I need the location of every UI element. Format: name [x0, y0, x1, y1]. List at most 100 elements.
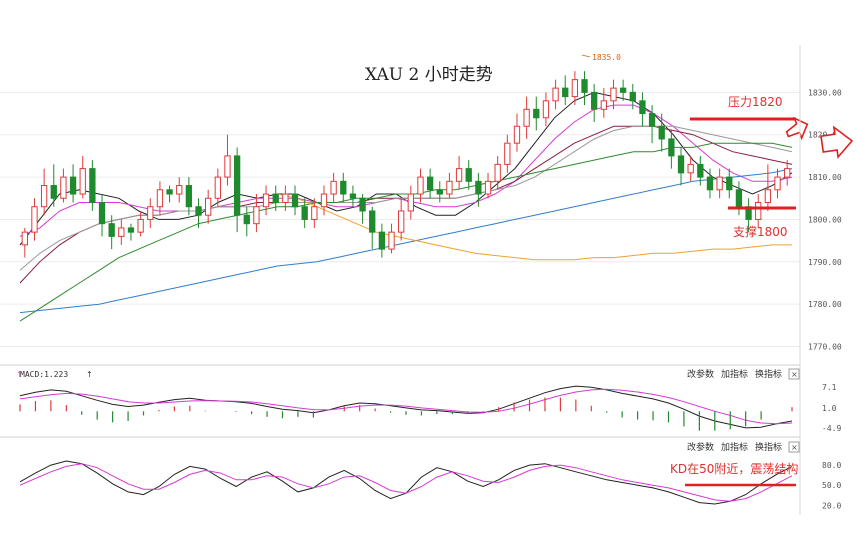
price-tick-label: 1780.00: [808, 300, 842, 309]
candle-up: [571, 79, 579, 98]
kd-change-params-button[interactable]: 改参数: [687, 441, 714, 453]
candle-up: [417, 176, 424, 195]
kd-close-icon[interactable]: ×: [791, 443, 798, 452]
candle-up: [755, 202, 762, 220]
candle-down: [581, 79, 588, 93]
moving-average-line: [19, 142, 793, 322]
candle-up: [253, 206, 260, 225]
candle-up: [79, 168, 86, 195]
chart-title: XAU 2 小时走势: [365, 65, 493, 85]
candle-up: [600, 100, 607, 110]
candle-up: [40, 185, 48, 208]
main-grid: [0, 91, 800, 348]
arrow-icon-2: [820, 125, 854, 159]
price-axis: 1830.001820.001810.001800.001790.001780.…: [808, 88, 842, 351]
macd-add-indicator-button[interactable]: 加指标: [721, 368, 748, 380]
macd-swap-indicator-button[interactable]: 换指标: [755, 368, 782, 380]
candle-up: [764, 189, 772, 204]
moving-average-line: [19, 168, 793, 314]
candle-up: [552, 87, 559, 102]
candle-up: [31, 206, 38, 233]
candle-down: [426, 176, 434, 191]
price-tick-label: 1790.00: [808, 258, 842, 267]
candle-down: [233, 155, 241, 216]
macd-up-arrow-icon: ↑: [86, 370, 93, 379]
candle-down: [291, 193, 299, 208]
candle-up: [494, 163, 501, 182]
price-tick-label: 1810.00: [808, 173, 842, 182]
macd-dif-line: [19, 385, 793, 429]
candle-down: [465, 168, 472, 182]
candle-down: [195, 206, 202, 216]
candle-up: [716, 176, 723, 191]
kd-tick-label: 20.0: [822, 501, 841, 510]
kd-swap-indicator-button[interactable]: 换指标: [755, 441, 782, 453]
candle-up: [388, 231, 395, 250]
kd-close-button[interactable]: [788, 441, 800, 453]
candle-down: [591, 91, 598, 110]
candle-down: [475, 180, 482, 195]
candle-up: [118, 227, 125, 237]
macd-tick-label: 1.0: [822, 404, 837, 413]
candle-up: [513, 125, 521, 144]
candle-down: [629, 91, 636, 102]
candle-down: [706, 176, 714, 191]
macd-close-button[interactable]: [788, 368, 800, 380]
macd-dea-line: [19, 388, 793, 425]
candle-up: [610, 87, 617, 102]
moving-average-line: [19, 91, 793, 246]
candle-down: [648, 113, 656, 127]
candle-up: [446, 180, 453, 195]
support-label: 支撑1800: [733, 224, 788, 239]
peak-label: 1835.0: [592, 53, 621, 62]
candle-up: [176, 185, 183, 195]
candle-down: [166, 189, 173, 195]
kd-add-indicator-button[interactable]: 加指标: [721, 441, 748, 453]
candle-down: [69, 176, 77, 195]
candle-down: [243, 214, 250, 225]
kd-tick-label: 50.0: [822, 481, 841, 490]
price-tick-label: 1800.00: [808, 215, 842, 224]
candle-down: [89, 168, 96, 204]
candle-down: [677, 155, 685, 174]
candle-up: [504, 142, 511, 165]
macd-close-icon[interactable]: ×: [791, 370, 798, 379]
candle-down: [668, 138, 675, 157]
candle-down: [98, 202, 106, 225]
candle-down: [726, 176, 733, 191]
macd-tick-label: -4.9: [822, 424, 841, 433]
candle-down: [127, 227, 135, 233]
macd-layer: 7.1 1.0 -4.9: [19, 383, 841, 433]
moving-average-line: [277, 193, 792, 261]
candle-down: [369, 210, 376, 233]
candle-down: [735, 189, 743, 208]
candle-down: [185, 185, 193, 208]
peak-marker-line: [581, 54, 591, 58]
candle-up: [774, 176, 781, 191]
candle-down: [272, 193, 279, 203]
arrow-icon-1: [785, 116, 809, 141]
candle-up: [156, 189, 164, 208]
candle-down: [562, 87, 569, 98]
candle-up: [311, 206, 318, 220]
price-tick-label: 1770.00: [808, 343, 842, 352]
candle-up: [147, 206, 154, 220]
candle-up: [398, 210, 405, 233]
candle-down: [533, 108, 540, 119]
candle-down: [359, 197, 366, 212]
candle-down: [349, 193, 357, 199]
candle-down: [639, 100, 646, 115]
macd-change-params-button[interactable]: 改参数: [687, 368, 714, 380]
candle-down: [378, 231, 386, 250]
macd-down-arrow-icon: ↑: [16, 370, 23, 379]
kd-d-line: [19, 463, 793, 502]
candle-down: [340, 180, 347, 195]
resistance-label: 压力1820: [728, 95, 783, 109]
candle-up: [523, 108, 530, 127]
candle-up: [784, 168, 791, 178]
moving-average-line: [19, 104, 793, 237]
candle-down: [658, 125, 665, 140]
moving-average-line: [19, 125, 793, 284]
candle-up: [320, 193, 328, 208]
candle-up: [455, 168, 463, 182]
